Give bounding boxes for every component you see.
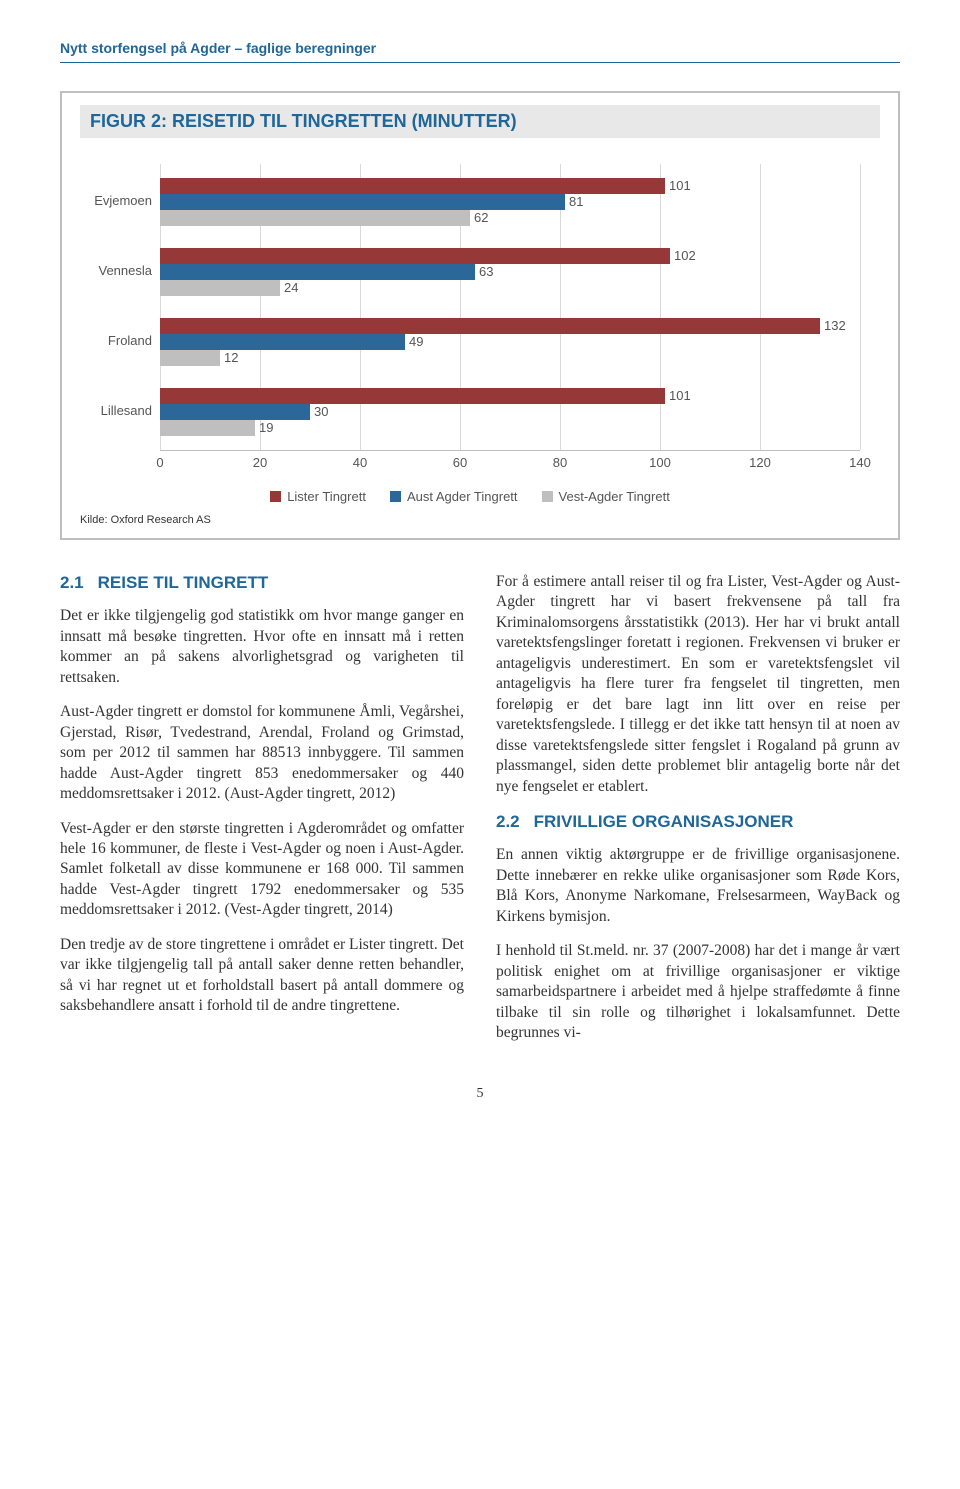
bar (160, 350, 220, 366)
bar (160, 404, 310, 420)
body-paragraph: Aust-Agder tingrett er domstol for kommu… (60, 702, 464, 804)
body-paragraph: Det er ikke tilgjengelig god statistikk … (60, 606, 464, 688)
header-rule (60, 62, 900, 63)
bar-value-label: 101 (665, 388, 691, 404)
legend-item: Lister Tingrett (270, 489, 366, 504)
axis-tick-label: 40 (353, 455, 367, 470)
section-title: FRIVILLIGE ORGANISASJONER (534, 812, 794, 831)
legend-swatch (270, 491, 281, 502)
bar (160, 210, 470, 226)
axis-tick-label: 20 (253, 455, 267, 470)
bar-value-label: 19 (255, 420, 273, 436)
page: Nytt storfengsel på Agder – faglige bere… (0, 0, 960, 1132)
bar-value-label: 12 (220, 350, 238, 366)
bar-value-label: 24 (280, 280, 298, 296)
x-axis-labels: 020406080100120140 (160, 455, 860, 473)
axis-tick-label: 100 (649, 455, 671, 470)
category-label: Lillesand (80, 403, 152, 418)
bar (160, 194, 565, 210)
category-label: Evjemoen (80, 193, 152, 208)
axis-tick-label: 120 (749, 455, 771, 470)
body-paragraph: Den tredje av de store tingrettene i omr… (60, 935, 464, 1017)
page-number: 5 (60, 1086, 900, 1102)
bar (160, 318, 820, 334)
legend-swatch (390, 491, 401, 502)
category-label: Vennesla (80, 263, 152, 278)
bar (160, 334, 405, 350)
section-title: REISE TIL TINGRETT (98, 573, 269, 592)
legend-label: Aust Agder Tingrett (407, 489, 518, 504)
legend-item: Aust Agder Tingrett (390, 489, 518, 504)
section-number: 2.1 (60, 572, 84, 594)
body-paragraph: Vest-Agder er den største tingretten i A… (60, 819, 464, 921)
bar (160, 178, 665, 194)
right-column: For å estimere antall reiser til og fra … (496, 572, 900, 1058)
bar (160, 388, 665, 404)
grid-line (760, 164, 761, 450)
body-paragraph: For å estimere antall reiser til og fra … (496, 572, 900, 797)
bar-value-label: 101 (665, 178, 691, 194)
bar-value-label: 49 (405, 334, 423, 350)
body-columns: 2.1 REISE TIL TINGRETT Det er ikke tilgje… (60, 572, 900, 1058)
axis-tick-label: 80 (553, 455, 567, 470)
section-number: 2.2 (496, 811, 520, 833)
bar-value-label: 132 (820, 318, 846, 334)
figure-title: FIGUR 2: REISETID TIL TINGRETTEN (MINUTT… (80, 105, 880, 138)
left-column: 2.1 REISE TIL TINGRETT Det er ikke tilgje… (60, 572, 464, 1058)
body-paragraph: I henhold til St.meld. nr. 37 (2007-2008… (496, 941, 900, 1043)
legend-item: Vest-Agder Tingrett (542, 489, 670, 504)
bar-value-label: 102 (670, 248, 696, 264)
legend-label: Lister Tingrett (287, 489, 366, 504)
axis-tick-label: 0 (156, 455, 163, 470)
bar-value-label: 63 (475, 264, 493, 280)
bar-value-label: 81 (565, 194, 583, 210)
running-header: Nytt storfengsel på Agder – faglige bere… (60, 40, 900, 56)
chart-legend: Lister Tingrett Aust Agder Tingrett Vest-A… (80, 489, 860, 504)
bar (160, 264, 475, 280)
section-heading-2-2: 2.2 FRIVILLIGE ORGANISASJONER (496, 811, 900, 833)
legend-label: Vest-Agder Tingrett (559, 489, 670, 504)
bar (160, 420, 255, 436)
grid-line (860, 164, 861, 450)
legend-swatch (542, 491, 553, 502)
bar-chart: Evjemoen1018162Vennesla1026324Froland132… (160, 164, 860, 451)
bar-value-label: 30 (310, 404, 328, 420)
section-heading-2-1: 2.1 REISE TIL TINGRETT (60, 572, 464, 594)
chart-area: Evjemoen 101 81 62 Vennesla 102 63 24 Froland 132… (80, 154, 880, 504)
category-label: Froland (80, 333, 152, 348)
body-paragraph: En annen viktig aktørgruppe er de frivil… (496, 845, 900, 927)
bar (160, 280, 280, 296)
bar (160, 248, 670, 264)
axis-tick-label: 60 (453, 455, 467, 470)
figure-box: FIGUR 2: REISETID TIL TINGRETTEN (MINUTT… (60, 91, 900, 540)
axis-tick-label: 140 (849, 455, 871, 470)
bar-value-label: 62 (470, 210, 488, 226)
figure-source: Kilde: Oxford Research AS (80, 514, 880, 526)
grid-line (660, 164, 661, 450)
